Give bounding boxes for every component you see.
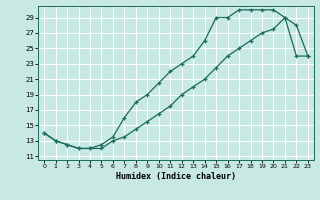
X-axis label: Humidex (Indice chaleur): Humidex (Indice chaleur) <box>116 172 236 181</box>
